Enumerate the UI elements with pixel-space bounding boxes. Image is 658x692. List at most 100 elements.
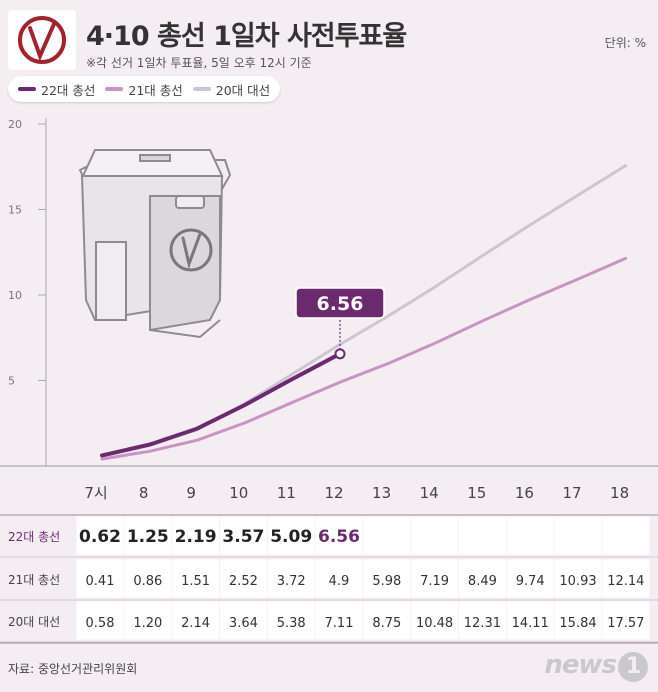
y-tick-label: 20 (8, 118, 22, 131)
cell-value: 6.56 (318, 527, 360, 547)
cell-value: 1.51 (181, 574, 210, 589)
table-cell (411, 601, 459, 640)
cell-value: 3.64 (229, 616, 258, 631)
legend-label-20: 20대 대선 (215, 82, 271, 98)
row-label: 21대 총선 (8, 573, 60, 587)
x-tick-label: 14 (420, 484, 439, 502)
x-tick-label: 12 (324, 484, 343, 502)
cell-value: 5.09 (270, 527, 312, 547)
table-cell (363, 559, 411, 598)
table-cell (602, 516, 650, 555)
cell-value: 1.20 (133, 616, 162, 631)
cell-value: 1.25 (127, 527, 169, 547)
news1-logo: news 1 (544, 650, 648, 682)
table-cell (506, 516, 554, 555)
table-cell (315, 516, 363, 555)
cell-value: 8.49 (468, 574, 497, 589)
legend-item-20: 20대 대선 (192, 80, 271, 99)
cell-value: 15.84 (559, 616, 596, 631)
cell-value: 10.48 (416, 616, 453, 631)
table-cell (172, 516, 220, 555)
chart-title: 4·10 총선 1일차 사전투표율 (86, 21, 407, 52)
chart-subtitle: ※각 선거 1일차 투표율, 5일 오후 12시 기준 (86, 56, 312, 70)
table-cell (315, 601, 363, 640)
table-cell (124, 516, 172, 555)
table-cell (219, 559, 267, 598)
news1-logo-text: news (544, 650, 617, 680)
callout-value: 6.56 (317, 293, 364, 315)
table-cell (363, 601, 411, 640)
data-table: 7시 8 9 10 11 12 13 14 15 16 17 18 22대 총선 0.62 1.25 2.19… (0, 484, 658, 644)
legend-swatch-22 (18, 87, 36, 91)
x-tick-label: 16 (515, 484, 534, 502)
series-lines: 6.56 (100, 164, 628, 461)
cell-value: 9.74 (516, 574, 545, 589)
cell-value: 10.93 (559, 574, 596, 589)
callout-box (295, 287, 385, 319)
cell-value: 2.19 (175, 527, 217, 547)
cell-value: 0.41 (86, 574, 115, 589)
table-cell (458, 559, 506, 598)
legend: 22대 총선 21대 총선 20대 대선 (8, 76, 280, 102)
ballot-stamp-logo (8, 10, 76, 70)
unit-label: 단위: % (604, 36, 646, 50)
table-cell (602, 559, 650, 598)
cell-value: 17.57 (607, 616, 644, 631)
cell-value: 2.52 (229, 574, 258, 589)
cell-value: 5.38 (277, 616, 306, 631)
table-cell (267, 559, 315, 598)
table-cell (554, 559, 602, 598)
table-cell (124, 601, 172, 640)
cell-value: 3.72 (277, 574, 306, 589)
ballot-box-illustration (78, 149, 232, 339)
table-cell (506, 559, 554, 598)
table-cell (124, 559, 172, 598)
table-cell (411, 559, 459, 598)
table-cell (602, 601, 650, 640)
cell-value: 14.11 (512, 616, 549, 631)
table-cell (458, 601, 506, 640)
callout-point (334, 348, 346, 360)
cell-value: 2.14 (181, 616, 210, 631)
table-cell (411, 516, 459, 555)
table-cell (76, 601, 124, 640)
x-tick-label: 8 (139, 484, 149, 502)
cell-value: 7.11 (325, 616, 354, 631)
cell-value: 7.19 (420, 574, 449, 589)
y-tick-label: 15 (8, 204, 22, 217)
cell-value: 8.75 (372, 616, 401, 631)
table-cell (554, 516, 602, 555)
legend-label-22: 22대 총선 (41, 82, 96, 98)
y-axis: 20 15 10 5 (0, 118, 658, 467)
table-cell (267, 516, 315, 555)
cell-value: 12.31 (464, 616, 501, 631)
table-cell (219, 601, 267, 640)
row-label: 22대 총선 (8, 530, 60, 544)
y-tick-label: 10 (8, 289, 22, 302)
table-cell (554, 601, 602, 640)
table-cell (172, 601, 220, 640)
x-tick-label: 11 (277, 484, 296, 502)
x-tick-label: 15 (467, 484, 486, 502)
table-cell (506, 601, 554, 640)
series-line-0 (100, 351, 342, 458)
x-tick-label: 10 (229, 484, 248, 502)
legend-swatch-20 (192, 87, 211, 91)
series-line-1 (100, 256, 628, 461)
table-cell (363, 516, 411, 555)
table-cell (315, 559, 363, 598)
legend-swatch-21 (105, 87, 124, 91)
cell-value: 0.58 (86, 616, 115, 631)
source-note: 자료: 중앙선거관리위원회 (8, 662, 138, 676)
table-cell (219, 516, 267, 555)
cell-value: 4.9 (329, 574, 350, 589)
x-tick-label: 17 (562, 484, 581, 502)
table-cell (76, 559, 124, 598)
table-cell (76, 516, 124, 555)
legend-item-21: 21대 총선 (105, 80, 183, 99)
table-cell (458, 516, 506, 555)
news1-logo-badge: 1 (618, 652, 648, 682)
cell-value: 0.86 (133, 574, 162, 589)
cell-value: 12.14 (607, 574, 644, 589)
